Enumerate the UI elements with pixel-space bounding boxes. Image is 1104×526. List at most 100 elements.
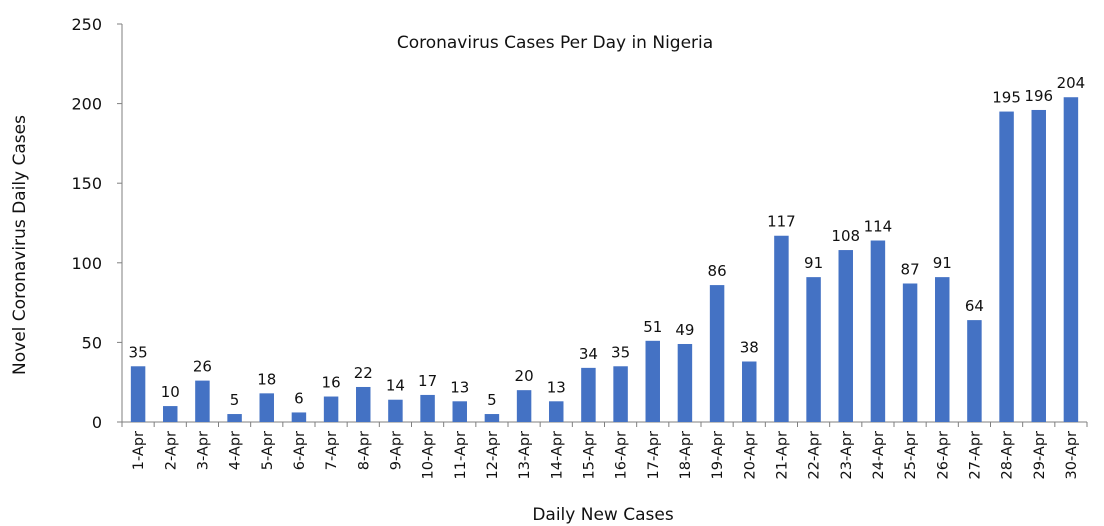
data-label: 87: [901, 260, 920, 278]
data-label: 38: [740, 339, 759, 357]
data-label: 35: [611, 343, 630, 361]
y-tick-label: 200: [71, 95, 102, 114]
x-tick-label: 2-Apr: [163, 431, 179, 470]
bar: [999, 111, 1014, 422]
x-tick-label: 3-Apr: [195, 431, 211, 470]
x-tick-label: 12-Apr: [485, 431, 501, 479]
bar: [935, 277, 950, 422]
data-label: 18: [257, 370, 276, 388]
bar: [645, 340, 660, 422]
x-tick-label: 21-Apr: [774, 431, 790, 479]
x-tick-label: 7-Apr: [324, 431, 340, 470]
y-tick-label: 250: [71, 15, 102, 34]
data-label: 91: [933, 254, 952, 272]
x-tick-label: 22-Apr: [807, 431, 823, 479]
data-label: 49: [675, 321, 694, 339]
bar: [388, 399, 403, 422]
bar: [1031, 109, 1046, 422]
bar: [742, 361, 757, 422]
x-tick-label: 4-Apr: [228, 431, 244, 470]
bar: [195, 380, 210, 422]
x-tick-label: 13-Apr: [517, 431, 533, 479]
x-tick-label: 15-Apr: [581, 431, 597, 479]
data-label: 22: [354, 364, 373, 382]
bar: [549, 401, 564, 422]
bar: [420, 394, 435, 422]
x-tick-label: 29-Apr: [1032, 431, 1048, 479]
data-label: 20: [515, 367, 534, 385]
bar: [838, 250, 853, 422]
bar: [967, 320, 982, 422]
x-axis-ticks: 1-Apr 2-Apr 3-Apr 4-Apr 5-Apr 6-Apr 7-Apr 8-Apr…: [121, 422, 1088, 479]
data-label: 114: [864, 218, 893, 236]
bar: [902, 283, 918, 422]
bar: [484, 414, 500, 422]
y-tick-label: 50: [82, 333, 102, 352]
data-label: 86: [708, 262, 727, 280]
data-label: 6: [294, 389, 304, 407]
x-axis-label: Daily New Cases: [532, 505, 674, 525]
bar: [452, 401, 467, 422]
data-label: 10: [161, 383, 180, 401]
x-tick-label: 28-Apr: [1000, 431, 1016, 479]
bar: [291, 412, 307, 422]
data-label: 117: [767, 213, 796, 231]
bar: [163, 406, 178, 422]
bar: [806, 277, 821, 422]
data-label: 91: [804, 254, 823, 272]
data-labels-group: 35 10 26 5 18 6 16 22 14 17 13 5 20 13 34 35 51 49 86 38 117…: [129, 74, 1086, 409]
y-axis-label: Novel Coronavirus Daily Cases: [10, 115, 30, 375]
data-label: 64: [965, 297, 984, 315]
bar: [677, 343, 693, 422]
x-tick-label: 9-Apr: [388, 431, 404, 470]
data-label: 196: [1024, 87, 1053, 105]
bar: [1063, 97, 1079, 423]
x-tick-label: 8-Apr: [356, 431, 372, 470]
x-tick-label: 16-Apr: [614, 431, 630, 479]
data-label: 13: [547, 378, 566, 396]
bar: [709, 285, 725, 422]
x-tick-label: 23-Apr: [839, 431, 855, 479]
bar: [581, 367, 596, 422]
x-tick-label: 27-Apr: [967, 431, 983, 479]
data-label: 5: [230, 391, 240, 409]
y-tick-label: 0: [92, 413, 102, 432]
bar: [774, 235, 789, 422]
y-tick-label: 150: [71, 174, 102, 193]
y-tick-label: 100: [71, 254, 102, 273]
bar: [323, 396, 339, 422]
bar: [227, 414, 242, 422]
data-label: 5: [487, 391, 497, 409]
data-label: 34: [579, 345, 598, 363]
data-label: 17: [418, 372, 437, 390]
bar: [130, 366, 146, 422]
x-tick-label: 24-Apr: [871, 431, 887, 479]
bar: [613, 366, 628, 422]
x-tick-label: 11-Apr: [453, 431, 469, 479]
x-tick-label: 5-Apr: [260, 431, 276, 470]
x-tick-label: 30-Apr: [1064, 431, 1080, 479]
bar: [516, 390, 532, 422]
data-label: 14: [386, 377, 405, 395]
x-tick-label: 19-Apr: [710, 431, 726, 479]
data-label: 26: [193, 358, 212, 376]
x-tick-label: 1-Apr: [131, 431, 147, 470]
data-label: 108: [831, 227, 860, 245]
x-tick-label: 17-Apr: [646, 431, 662, 479]
y-axis-ticks: 0 50 100 150 200 250: [71, 15, 122, 432]
x-tick-label: 6-Apr: [292, 431, 308, 470]
data-label: 16: [322, 374, 341, 392]
data-label: 35: [129, 343, 148, 361]
bars-group: [130, 97, 1079, 423]
x-tick-label: 25-Apr: [903, 431, 919, 479]
data-label: 195: [992, 89, 1021, 107]
data-label: 51: [643, 318, 662, 336]
x-tick-label: 14-Apr: [549, 431, 565, 479]
data-label: 13: [450, 378, 469, 396]
x-tick-label: 18-Apr: [678, 431, 694, 479]
bar: [356, 386, 371, 422]
bar: [259, 393, 274, 422]
x-tick-label: 20-Apr: [742, 431, 758, 479]
